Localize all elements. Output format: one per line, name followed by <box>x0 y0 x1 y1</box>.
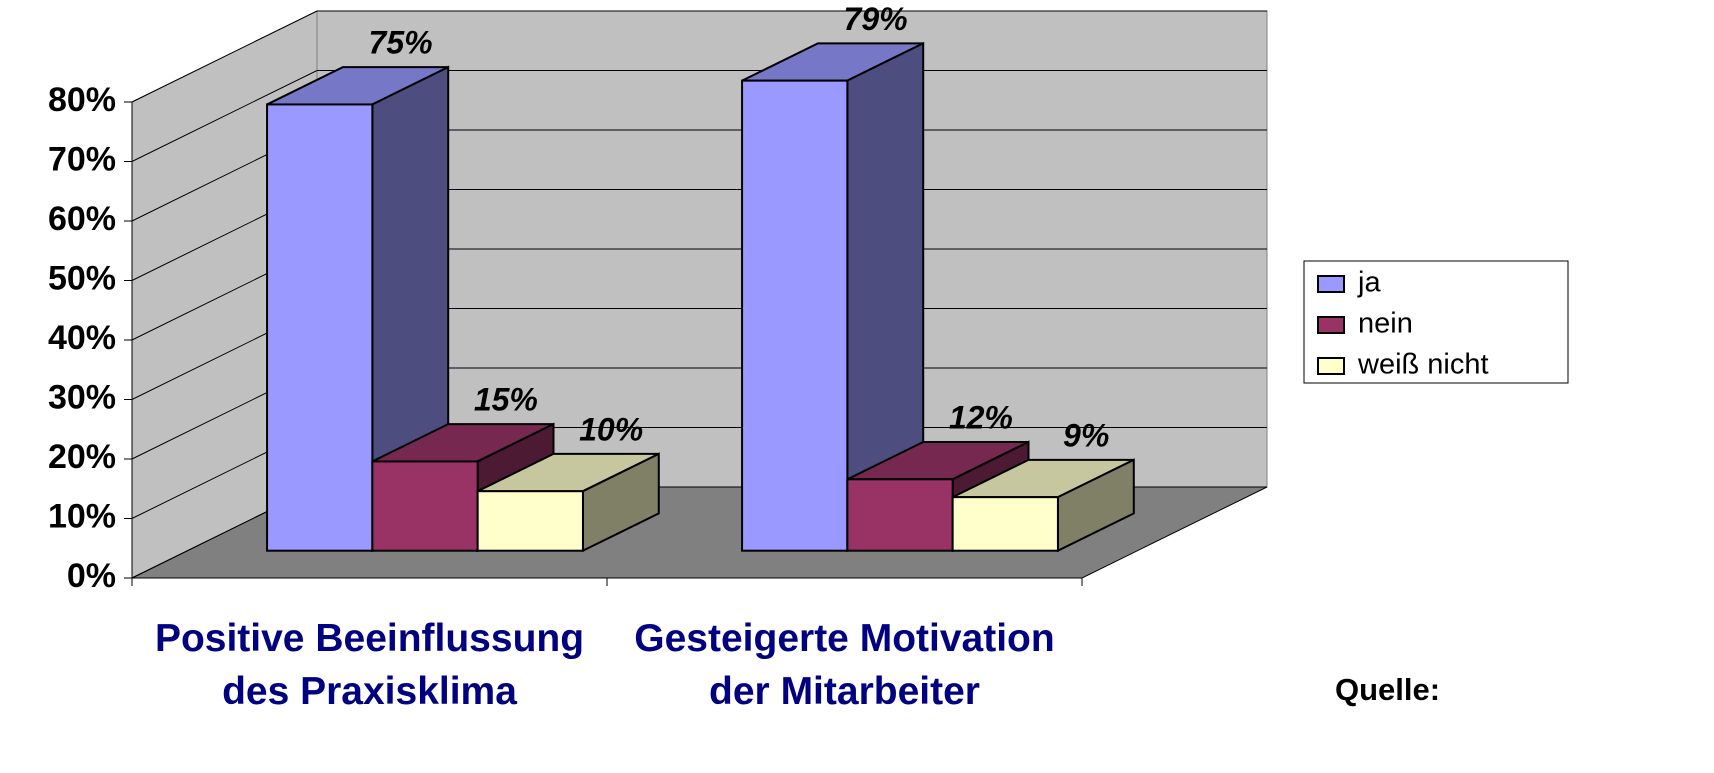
y-tick-label: 40% <box>48 319 116 357</box>
grid-line <box>131 10 1267 103</box>
y-tick-label: 20% <box>48 438 116 476</box>
bar-front <box>476 490 584 552</box>
legend-label: weiß nicht <box>1357 349 1489 381</box>
y-tick-label: 70% <box>48 140 116 178</box>
y-tick-label: 30% <box>48 378 116 416</box>
bar-front <box>371 460 479 552</box>
bar-front <box>951 496 1059 552</box>
value-label: 10% <box>579 411 643 447</box>
x-tick-label: Gesteigerte Motivation der Mitarbeiter <box>634 617 1055 713</box>
value-label: 12% <box>949 399 1013 435</box>
bar-front <box>266 103 374 552</box>
y-tick-label: 60% <box>48 200 116 238</box>
legend-label: ja <box>1357 267 1381 299</box>
bar <box>951 458 1135 553</box>
legend <box>1303 260 1569 384</box>
y-tick-label: 50% <box>48 259 116 297</box>
legend-swatch <box>1317 275 1345 293</box>
y-tick-label: 10% <box>48 497 116 535</box>
bar-front <box>741 79 849 552</box>
bar <box>266 65 450 553</box>
value-label: 15% <box>474 382 538 418</box>
grid-line <box>131 70 1267 162</box>
x-tick-label: Positive Beeinflussung des Praxisklima <box>154 617 585 713</box>
y-tick-label: 0% <box>67 557 116 595</box>
legend-swatch <box>1317 316 1345 334</box>
source: Quelle: <box>1335 672 1441 707</box>
bar-front <box>846 478 954 552</box>
y-tick-label: 80% <box>48 81 116 119</box>
bar <box>741 41 925 553</box>
legend-label: nein <box>1358 308 1413 340</box>
bar <box>476 452 660 553</box>
value-label: 9% <box>1063 417 1109 453</box>
legend-swatch <box>1317 357 1345 375</box>
value-label: 79% <box>844 1 908 37</box>
value-label: 75% <box>369 25 433 61</box>
